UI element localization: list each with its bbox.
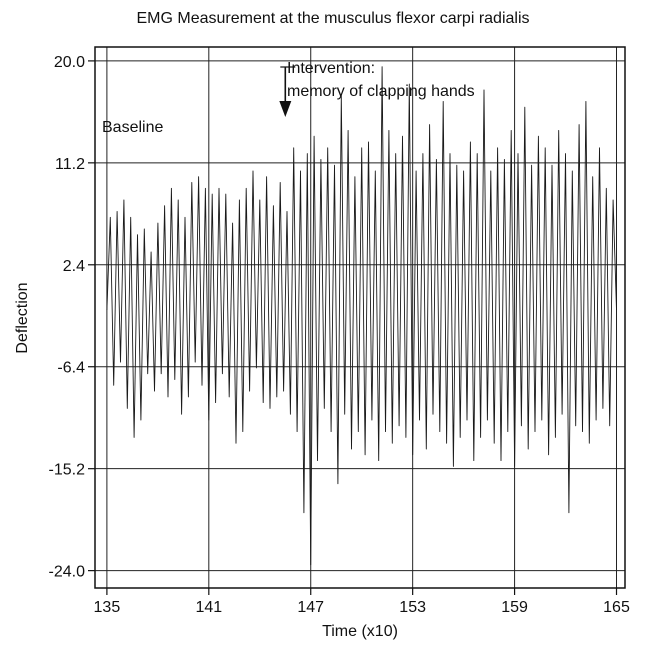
emg-trace: [106, 66, 617, 566]
y-tick-label: -15.2: [49, 462, 86, 479]
y-axis-label: Deflection: [14, 282, 31, 353]
y-tick-label: 20.0: [54, 54, 85, 71]
x-tick-label: 153: [399, 599, 426, 616]
intervention-annotation: Intervention: memory of clapping hands: [279, 60, 475, 117]
y-tick-label: -6.4: [57, 360, 85, 377]
intervention-line2: memory of clapping hands: [287, 83, 475, 100]
grid: [95, 47, 625, 588]
x-tick-label: 135: [94, 599, 121, 616]
y-tick-label: 2.4: [63, 258, 85, 275]
y-axis-ticks: 20.0 11.2 2.4 -6.4 -15.2 -24.0: [49, 54, 95, 581]
y-tick-label: -24.0: [49, 564, 86, 581]
series-line-0: [106, 66, 617, 566]
chart-title: EMG Measurement at the musculus flexor c…: [136, 10, 529, 27]
intervention-arrow-icon: [279, 101, 292, 117]
x-axis-ticks: 135 141 147 153 159 165: [94, 588, 630, 616]
x-tick-label: 159: [501, 599, 528, 616]
intervention-line1: Intervention:: [287, 60, 375, 77]
y-tick-label: 11.2: [55, 156, 85, 173]
plot-frame: [94, 46, 626, 589]
x-tick-label: 141: [195, 599, 222, 616]
baseline-annotation: Baseline: [102, 119, 163, 136]
x-tick-label: 147: [297, 599, 324, 616]
x-tick-label: 165: [603, 599, 630, 616]
x-axis-label: Time (x10): [322, 623, 398, 640]
